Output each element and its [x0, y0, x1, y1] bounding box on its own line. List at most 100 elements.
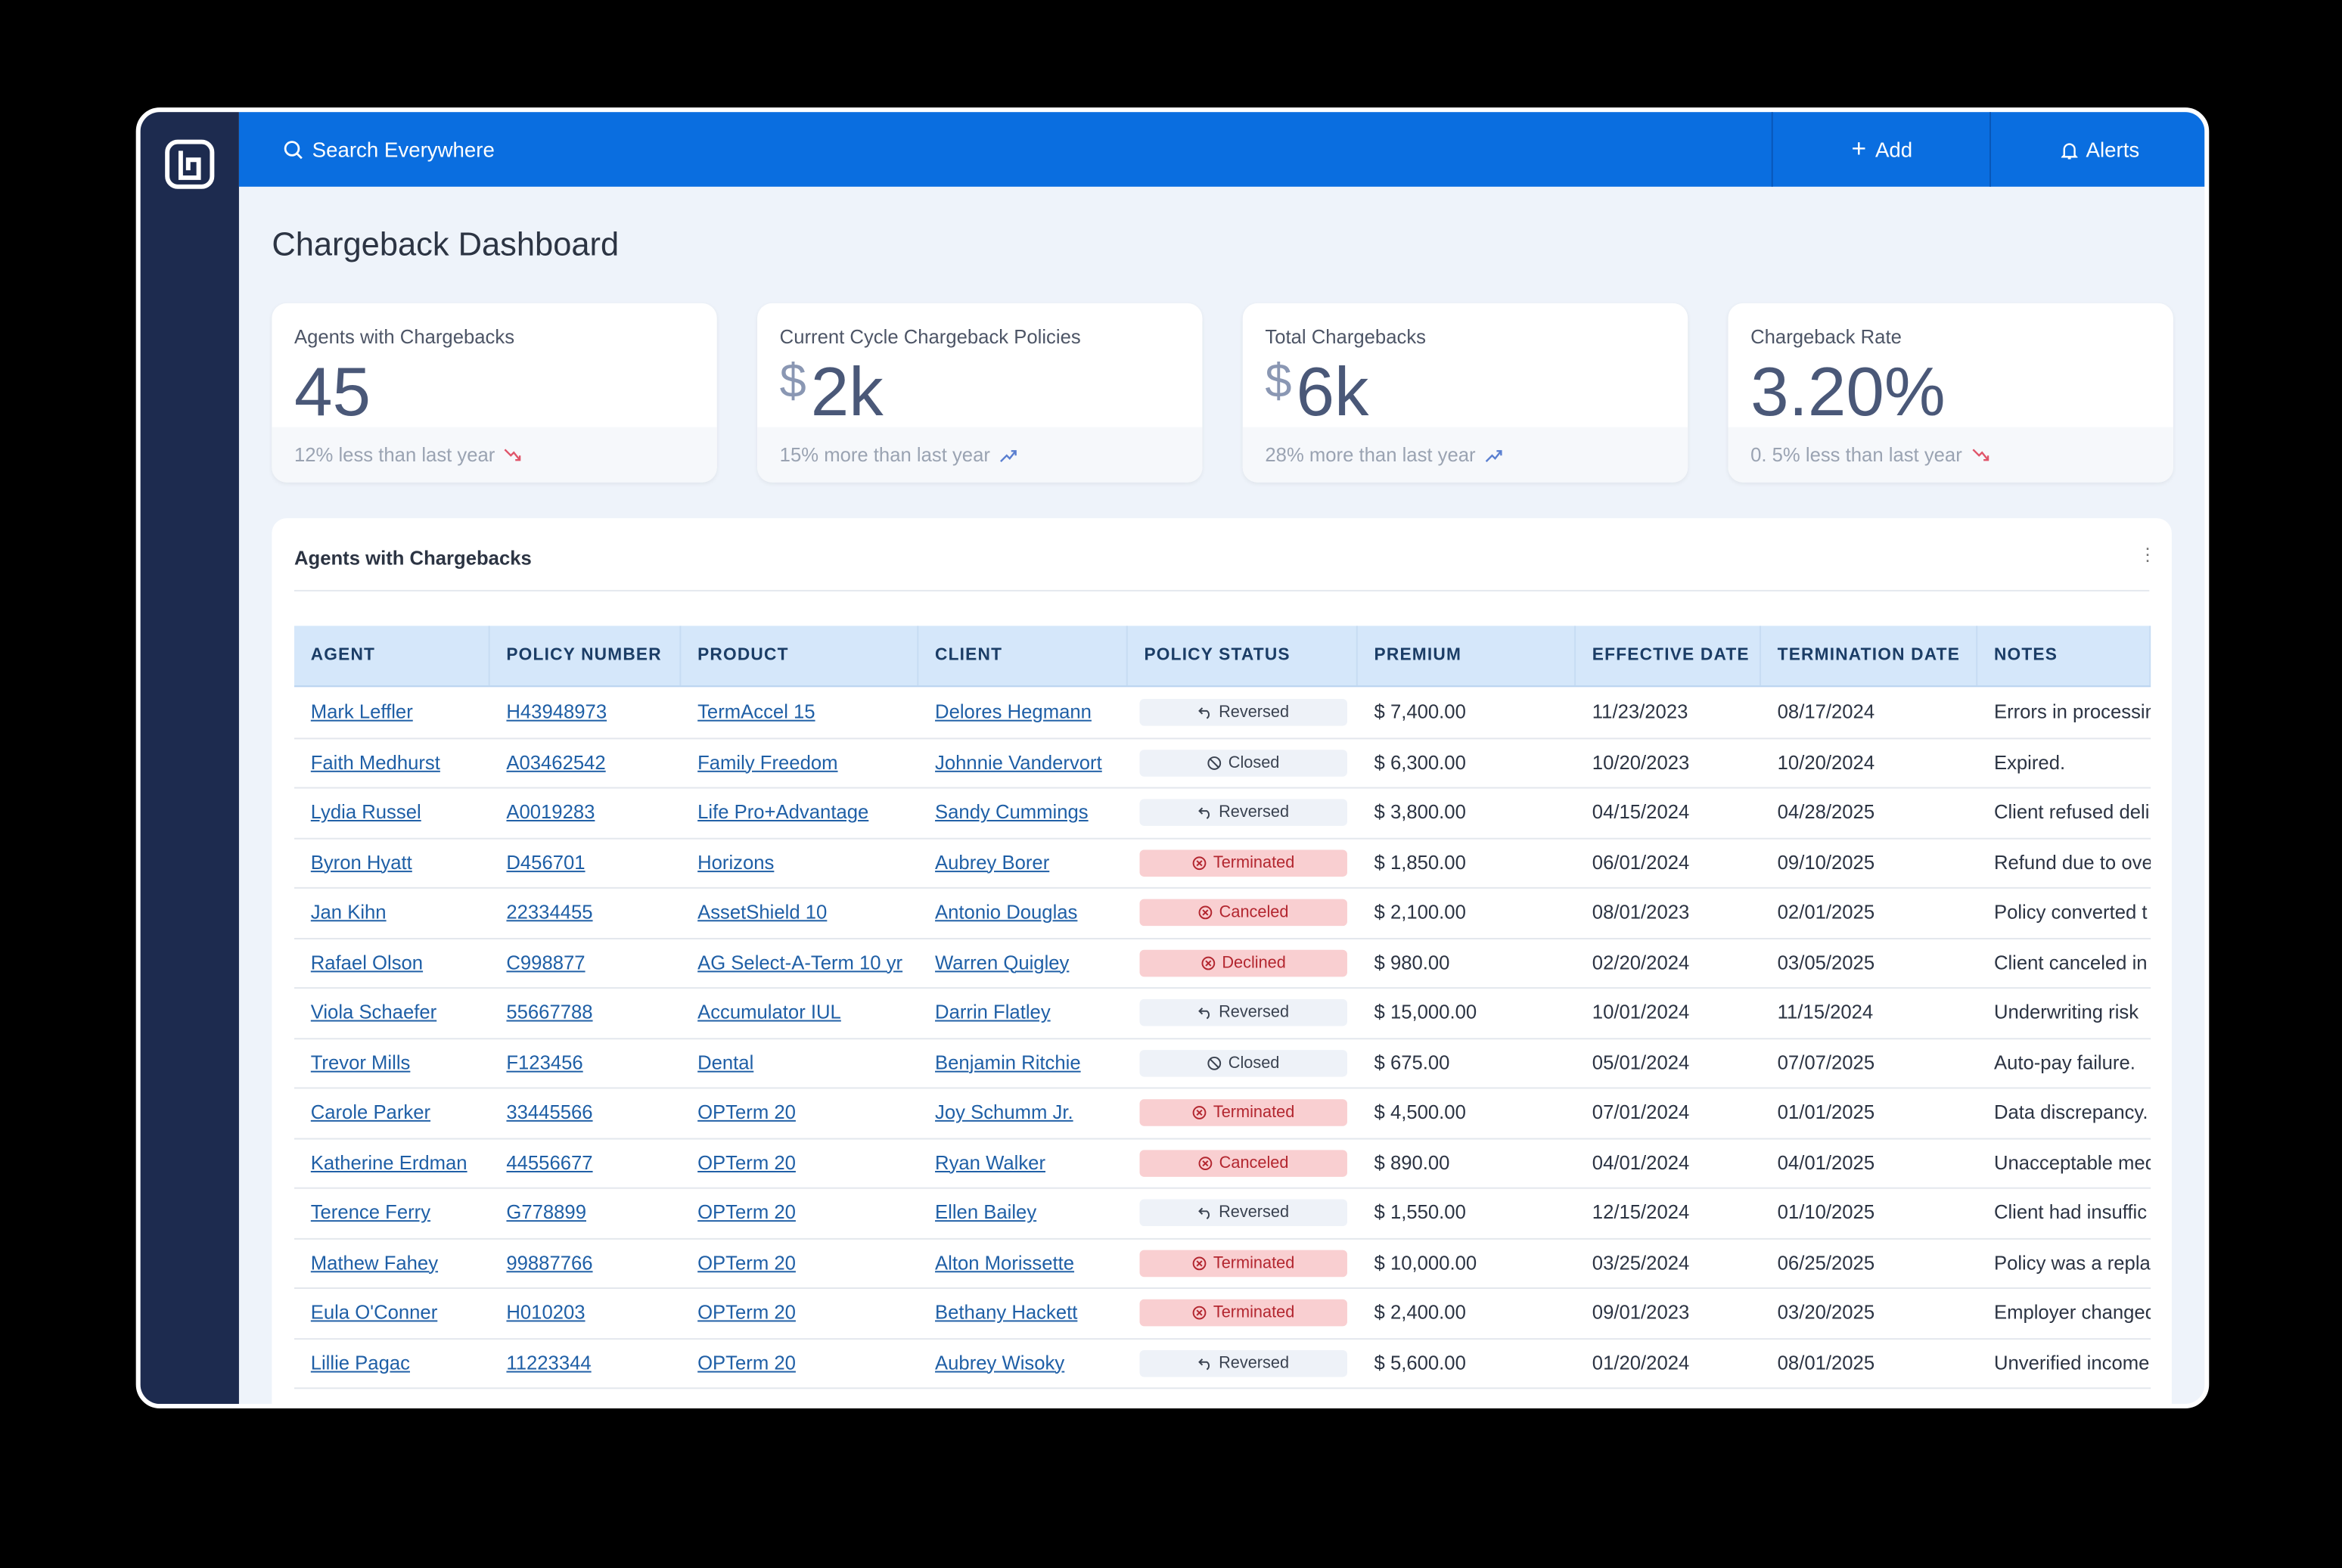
table-row: Viola Schaefer 55667788 Accumulator IUL Dar… [294, 987, 2151, 1039]
kpi-footer: 15% more than last year [757, 427, 1203, 483]
link-cell[interactable]: Alton Morissette [935, 1250, 1075, 1274]
link-cell[interactable]: Delores Hegmann [935, 700, 1092, 723]
link-cell[interactable]: Rafael Olson [310, 950, 424, 973]
link-cell[interactable]: Carole Parker [310, 1101, 431, 1123]
menu-button[interactable]: · · · [2144, 536, 2151, 571]
kpi-value-row: $6k [1265, 351, 1368, 432]
table-row: Lillie Pagac 11223344 OPTerm 20 Aubrey Wiso… [294, 1337, 2151, 1389]
status-badge: Reversed [1139, 998, 1347, 1026]
link-cell[interactable]: OPTerm 20 [697, 1250, 796, 1274]
kpi-label: Current Cycle Chargeback Policies [779, 325, 1081, 349]
table-cell: Client refused deli [1993, 800, 2150, 823]
link-cell[interactable]: A03462542 [506, 750, 606, 773]
kpi-label: Agents with Chargebacks [294, 325, 515, 349]
link-cell[interactable]: Ryan Walker [935, 1150, 1046, 1173]
link-cell[interactable]: Lillie Pagac [310, 1350, 410, 1374]
cross-icon [1197, 1259, 1204, 1266]
link-cell[interactable]: Aubrey Wisoky [935, 1350, 1065, 1374]
link-cell[interactable]: C998877 [506, 950, 586, 973]
link-cell[interactable]: 99887766 [506, 1250, 593, 1274]
link-cell[interactable]: OPTerm 20 [697, 1101, 796, 1123]
link-cell[interactable]: Accumulator IUL [697, 1000, 841, 1023]
status-text: Closed [1228, 753, 1280, 772]
link-cell[interactable]: Ellen Bailey [935, 1200, 1037, 1224]
link-cell[interactable]: Mathew Fahey [310, 1250, 439, 1274]
link-cell[interactable]: Mark Leffler [310, 700, 413, 723]
status-text: Reversed [1219, 703, 1290, 722]
link-cell[interactable]: F123456 [506, 1051, 583, 1073]
table-cell: $ 7,400.00 [1374, 700, 1466, 723]
search[interactable]: Search Everywhere [284, 112, 495, 187]
link-cell[interactable]: H010203 [506, 1300, 586, 1324]
link-cell[interactable]: OPTerm 20 [697, 1150, 796, 1173]
status-text: Declined [1222, 953, 1286, 972]
link-cell[interactable]: H43948973 [506, 700, 607, 723]
status-badge: Terminated [1139, 849, 1347, 877]
status-text: Reversed [1219, 803, 1290, 821]
table-row: Eula O'Conner H010203 OPTerm 20 Bethany Hac… [294, 1287, 2151, 1340]
kpi-footer: 0. 5% less than last year [1728, 427, 2173, 483]
link-cell[interactable]: Darrin Flatley [935, 1000, 1051, 1023]
link-cell[interactable]: A0019283 [506, 800, 595, 823]
link-cell[interactable]: 22334455 [506, 900, 593, 924]
link-cell[interactable]: AssetShield 10 [697, 900, 828, 924]
table-cell: 02/01/2025 [1777, 900, 1875, 924]
column-header: CLIENT [918, 626, 1128, 686]
link-cell[interactable]: Antonio Douglas [935, 900, 1078, 924]
link-cell[interactable]: Terence Ferry [310, 1200, 431, 1224]
table-cell: Errors in processin [1993, 700, 2151, 723]
link-cell[interactable]: 11223344 [506, 1350, 592, 1374]
link-cell[interactable]: Benjamin Ritchie [935, 1051, 1081, 1073]
status-text: Reversed [1219, 1353, 1290, 1372]
link-cell[interactable]: Trevor Mills [310, 1051, 411, 1073]
link-cell[interactable]: 44556677 [506, 1150, 593, 1173]
undo-icon [1198, 1358, 1210, 1370]
add-button[interactable]: + Add [1771, 112, 1991, 187]
kpi-prefix: $ [779, 353, 806, 408]
link-cell[interactable]: Johnnie Vandervort [935, 750, 1102, 773]
table-row: Carole Parker 33445566 OPTerm 20 Joy Schumm… [294, 1087, 2151, 1139]
link-cell[interactable]: Joy Schumm Jr. [935, 1101, 1073, 1123]
status-icon [1193, 1256, 1207, 1270]
link-cell[interactable]: Family Freedom [697, 750, 838, 773]
link-cell[interactable]: Horizons [697, 850, 775, 874]
table-row: Katherine Erdman 44556677 OPTerm 20 Ryan Wa… [294, 1138, 2151, 1189]
link-cell[interactable]: 55667788 [506, 1000, 593, 1023]
link-cell[interactable]: Faith Medhurst [310, 750, 440, 773]
link-cell[interactable]: Byron Hyatt [310, 850, 412, 874]
table-cell: $ 890.00 [1374, 1150, 1450, 1173]
link-cell[interactable]: Katherine Erdman [310, 1150, 467, 1173]
status-text: Terminated [1213, 1104, 1295, 1122]
link-cell[interactable]: Lydia Russel [310, 800, 421, 823]
circle-icon [1199, 905, 1213, 920]
link-cell[interactable]: Viola Schaefer [310, 1000, 437, 1023]
link-cell[interactable]: OPTerm 20 [697, 1200, 796, 1224]
link-cell[interactable]: TermAccel 15 [697, 700, 815, 723]
status-text: Terminated [1213, 853, 1295, 872]
table-cell: $ 980.00 [1374, 950, 1450, 973]
link-cell[interactable]: Life Pro+Advantage [697, 800, 869, 823]
link-cell[interactable]: Jan Kihn [310, 900, 387, 924]
column-header: TERMINATION DATE [1761, 626, 1978, 686]
link-cell[interactable]: 33445566 [506, 1101, 593, 1123]
link-cell[interactable]: G778899 [506, 1200, 586, 1224]
add-label: Add [1875, 137, 1913, 162]
link-cell[interactable]: Bethany Hackett [935, 1300, 1078, 1324]
link-cell[interactable]: AG Select-A-Term 10 yr [697, 950, 903, 973]
table-cell: 02/20/2024 [1592, 950, 1690, 973]
column-header: PREMIUM [1358, 626, 1576, 686]
table-cell: Refund due to ove [1993, 850, 2151, 874]
link-cell[interactable]: Aubrey Borer [935, 850, 1050, 874]
link-cell[interactable]: Eula O'Conner [310, 1300, 438, 1324]
link-cell[interactable]: Warren Quigley [935, 950, 1070, 973]
link-cell[interactable]: OPTerm 20 [697, 1350, 796, 1374]
table-cell: 05/01/2024 [1592, 1051, 1690, 1073]
link-cell[interactable]: Sandy Cummings [935, 800, 1089, 823]
alerts-button[interactable]: Alerts [1989, 112, 2204, 187]
link-cell[interactable]: D456701 [506, 850, 586, 874]
table-cell: $ 2,100.00 [1374, 900, 1466, 924]
link-cell[interactable]: Dental [697, 1051, 754, 1073]
table-cell: Policy was a repla [1993, 1250, 2151, 1274]
link-cell[interactable]: OPTerm 20 [697, 1300, 796, 1324]
status-icon [1193, 1306, 1207, 1320]
